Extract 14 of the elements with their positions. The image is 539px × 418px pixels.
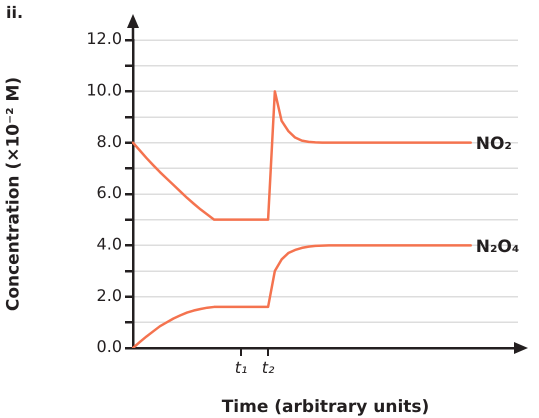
- series-label: NO₂: [476, 134, 512, 154]
- y-tick-label: 0.0: [96, 337, 122, 356]
- y-tick-label: 10.0: [86, 80, 122, 100]
- x-tick-label: t₂: [262, 358, 276, 377]
- y-tick-label: 2.0: [96, 286, 122, 305]
- series-label: N₂O₄: [476, 236, 520, 257]
- x-tick-label: t₁: [234, 358, 248, 377]
- y-tick-label: 12.0: [86, 29, 122, 48]
- y-tick-label: 8.0: [96, 132, 122, 151]
- y-tick-label: 6.0: [96, 183, 122, 202]
- y-tick-label: 4.0: [96, 234, 122, 254]
- chart-title: ii.: [6, 3, 24, 22]
- y-axis-title: Concentration (×10⁻² M): [4, 76, 24, 312]
- x-axis-title: Time (arbitrary units): [222, 397, 430, 418]
